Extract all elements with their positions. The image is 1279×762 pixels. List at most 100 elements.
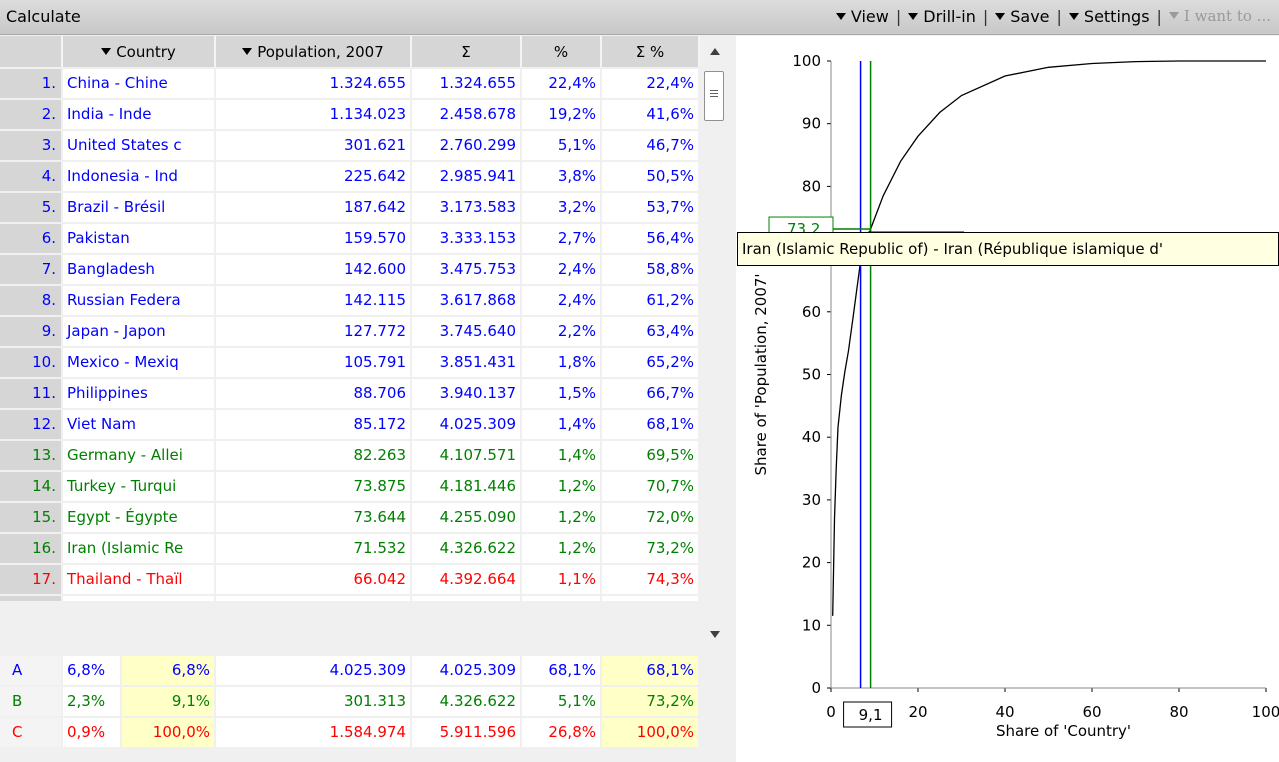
cumulative-percent-cell: 63,4% xyxy=(602,317,698,346)
cumulative-cell: 2.985.941 xyxy=(412,162,520,191)
column-header-cumulative-percent[interactable]: Σ % xyxy=(602,36,700,67)
country-cell[interactable]: Thailand - Thaïl xyxy=(63,565,214,594)
partial-cell xyxy=(522,596,600,601)
pareto-curve-line xyxy=(832,60,1266,616)
table-row[interactable]: 14. Turkey - Turqui 73.875 4.181.446 1,2% 70,… xyxy=(0,472,700,503)
scroll-down-arrow-icon[interactable] xyxy=(710,631,720,638)
group-cumulative-share-cell: 9,1% xyxy=(122,687,214,716)
summary-row[interactable]: C 0,9% 100,0% 1.584.974 5.911.596 26,8% 100,0% xyxy=(0,718,700,749)
pareto-chart: 0102030405060708090100020406080100Share … xyxy=(752,52,1279,740)
grip-line xyxy=(710,90,718,91)
settings-menu-label: Settings xyxy=(1083,7,1150,26)
country-cell[interactable]: United States c xyxy=(63,131,214,160)
partial-cell xyxy=(63,596,214,601)
vertical-scrollbar[interactable] xyxy=(700,36,730,648)
group-cumulative-cell: 4.025.309 xyxy=(412,656,520,685)
table-row[interactable]: 5. Brazil - Brésil 187.642 3.173.583 3,2% 53,… xyxy=(0,193,700,224)
row-number-cell: 7. xyxy=(0,255,61,284)
table-row[interactable]: 13. Germany - Allei 82.263 4.107.571 1,4% 69,… xyxy=(0,441,700,472)
drill-in-menu[interactable]: Drill-in xyxy=(908,7,976,26)
dropdown-arrow-icon xyxy=(1168,12,1179,19)
percent-cell: 22,4% xyxy=(522,69,600,98)
population-cell: 73.644 xyxy=(216,503,410,532)
y-tick-label: 10 xyxy=(802,616,821,634)
cumulative-percent-cell: 73,2% xyxy=(602,534,698,563)
table-row[interactable]: 2. India - Inde 1.134.023 2.458.678 19,2% 41,… xyxy=(0,100,700,131)
summary-row[interactable]: A 6,8% 6,8% 4.025.309 4.025.309 68,1% 68,1% xyxy=(0,656,700,687)
x-tick-label: 0 xyxy=(826,703,836,721)
table-row[interactable]: 6. Pakistan 159.570 3.333.153 2,7% 56,4% xyxy=(0,224,700,255)
population-cell: 159.570 xyxy=(216,224,410,253)
population-cell: 88.706 xyxy=(216,379,410,408)
table-row[interactable]: 12. Viet Nam 85.172 4.025.309 1,4% 68,1% xyxy=(0,410,700,441)
table-row[interactable]: 3. United States c 301.621 2.760.299 5,1% 46,… xyxy=(0,131,700,162)
country-cell[interactable]: Turkey - Turqui xyxy=(63,472,214,501)
country-cell[interactable]: Mexico - Mexiq xyxy=(63,348,214,377)
settings-menu[interactable]: Settings xyxy=(1068,7,1150,26)
row-number-cell: 14. xyxy=(0,472,61,501)
population-cell: 73.875 xyxy=(216,472,410,501)
cumulative-cell: 3.940.137 xyxy=(412,379,520,408)
table-row[interactable]: 4. Indonesia - Ind 225.642 2.985.941 3,8% 50,… xyxy=(0,162,700,193)
view-menu[interactable]: View xyxy=(835,7,889,26)
country-cell[interactable]: Pakistan xyxy=(63,224,214,253)
menu-separator: | xyxy=(1056,7,1062,26)
summary-row[interactable]: B 2,3% 9,1% 301.313 4.326.622 5,1% 73,2% xyxy=(0,687,700,718)
scroll-up-arrow-icon[interactable] xyxy=(710,48,720,55)
country-cell[interactable]: Brazil - Brésil xyxy=(63,193,214,222)
cumulative-percent-cell: 56,4% xyxy=(602,224,698,253)
group-percent-cell: 26,8% xyxy=(522,718,600,747)
y-tick-label: 80 xyxy=(802,177,821,195)
table-row[interactable]: 9. Japan - Japon 127.772 3.745.640 2,2% 63,4% xyxy=(0,317,700,348)
x-axis-title: Share of 'Country' xyxy=(996,722,1131,740)
cumulative-cell: 2.760.299 xyxy=(412,131,520,160)
table-row[interactable]: 7. Bangladesh 142.600 3.475.753 2,4% 58,8% xyxy=(0,255,700,286)
country-cell[interactable]: Egypt - Égypte xyxy=(63,503,214,532)
column-header-country[interactable]: Country xyxy=(63,36,216,67)
percent-cell: 1,4% xyxy=(522,410,600,439)
country-cell[interactable]: Japan - Japon xyxy=(63,317,214,346)
country-cell[interactable]: India - Inde xyxy=(63,100,214,129)
x-value-box xyxy=(843,701,893,728)
country-cell[interactable]: China - Chine xyxy=(63,69,214,98)
table-row[interactable]: 8. Russian Federa 142.115 3.617.868 2,4% 61,2… xyxy=(0,286,700,317)
table-row[interactable]: 11. Philippines 88.706 3.940.137 1,5% 66,7% xyxy=(0,379,700,410)
column-header-population[interactable]: Population, 2007 xyxy=(216,36,412,67)
cumulative-cell: 3.851.431 xyxy=(412,348,520,377)
group-label-cell: A xyxy=(0,656,61,685)
country-cell[interactable]: Russian Federa xyxy=(63,286,214,315)
x-tick-label: 60 xyxy=(1082,703,1101,721)
table-row[interactable]: 17. Thailand - Thaïl 66.042 4.392.664 1,1% 74… xyxy=(0,565,700,596)
country-cell[interactable]: Germany - Allei xyxy=(63,441,214,470)
view-menu-label: View xyxy=(850,7,889,26)
row-number-cell: 9. xyxy=(0,317,61,346)
country-cell[interactable]: Bangladesh xyxy=(63,255,214,284)
table-row[interactable]: 16. Iran (Islamic Re 71.532 4.326.622 1,2% 73… xyxy=(0,534,700,565)
column-header-cumulative[interactable]: Σ xyxy=(412,36,522,67)
table-row-partial xyxy=(0,596,700,602)
group-cumulative-percent-cell: 68,1% xyxy=(602,656,698,685)
population-cell: 142.115 xyxy=(216,286,410,315)
country-cell[interactable]: Iran (Islamic Re xyxy=(63,534,214,563)
percent-cell: 5,1% xyxy=(522,131,600,160)
scroll-thumb[interactable] xyxy=(704,71,724,121)
percent-cell: 2,2% xyxy=(522,317,600,346)
partial-cell xyxy=(412,596,520,601)
country-cell[interactable]: Philippines xyxy=(63,379,214,408)
country-cell[interactable]: Viet Nam xyxy=(63,410,214,439)
table-row[interactable]: 10. Mexico - Mexiq 105.791 3.851.431 1,8% 65,… xyxy=(0,348,700,379)
table-row[interactable]: 15. Egypt - Égypte 73.644 4.255.090 1,2% 72,0… xyxy=(0,503,700,534)
column-header-percent[interactable]: % xyxy=(522,36,602,67)
percent-cell: 1,2% xyxy=(522,534,600,563)
population-cell: 127.772 xyxy=(216,317,410,346)
cumulative-cell: 4.181.446 xyxy=(412,472,520,501)
pareto-chart-panel: 0102030405060708090100020406080100Share … xyxy=(736,36,1279,762)
dropdown-arrow-icon xyxy=(1068,13,1079,20)
country-cell[interactable]: Indonesia - Ind xyxy=(63,162,214,191)
table-row[interactable]: 1. China - Chine 1.324.655 1.324.655 22,4% 22… xyxy=(0,69,700,100)
percent-cell: 1,8% xyxy=(522,348,600,377)
save-menu[interactable]: Save xyxy=(995,7,1050,26)
group-percent-cell: 5,1% xyxy=(522,687,600,716)
group-population-cell: 4.025.309 xyxy=(216,656,410,685)
dropdown-arrow-icon xyxy=(908,13,919,20)
